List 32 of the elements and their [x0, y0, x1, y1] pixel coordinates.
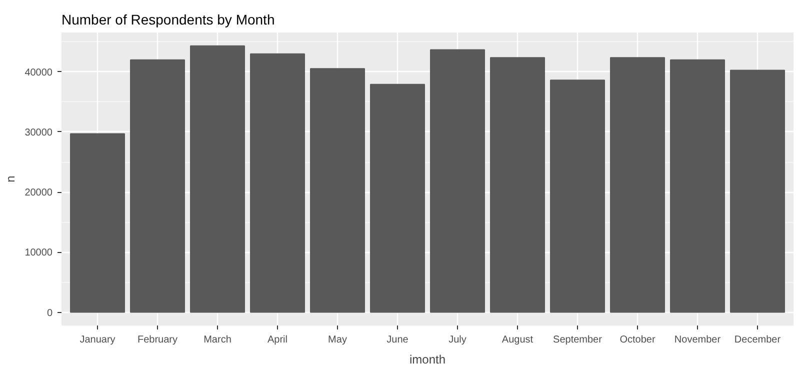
x-tick-label: April [268, 334, 288, 346]
y-tick-label: 40000 [24, 67, 53, 78]
bar [730, 70, 785, 313]
bar [250, 53, 305, 313]
x-tick-label: June [386, 334, 409, 346]
bar [190, 45, 245, 313]
x-tick-label: March [204, 334, 232, 346]
chart-title: Number of Respondents by Month [62, 12, 275, 28]
x-tick-label: November [674, 334, 722, 346]
bar [130, 59, 185, 313]
x-tick-label: May [328, 334, 347, 346]
bar [310, 68, 365, 313]
x-tick-label: December [734, 334, 782, 346]
bar [490, 57, 545, 313]
x-tick-label: July [448, 334, 466, 346]
bar [550, 80, 605, 313]
x-tick-label: October [620, 334, 656, 346]
x-tick-label: September [553, 334, 603, 346]
y-tick-label: 10000 [24, 248, 53, 259]
y-tick-label: 30000 [24, 127, 53, 138]
x-tick-label: August [502, 334, 534, 346]
bar [370, 84, 425, 313]
x-tick-label: February [137, 334, 178, 346]
x-tick-label: January [80, 334, 116, 346]
bar [70, 133, 125, 313]
y-tick-label: 20000 [24, 188, 53, 199]
bar [610, 57, 665, 313]
y-axis-title: n [4, 176, 18, 182]
bar [430, 49, 485, 313]
x-axis-title: imonth [409, 352, 446, 366]
bar [670, 59, 725, 313]
y-tick-label: 0 [46, 308, 53, 319]
